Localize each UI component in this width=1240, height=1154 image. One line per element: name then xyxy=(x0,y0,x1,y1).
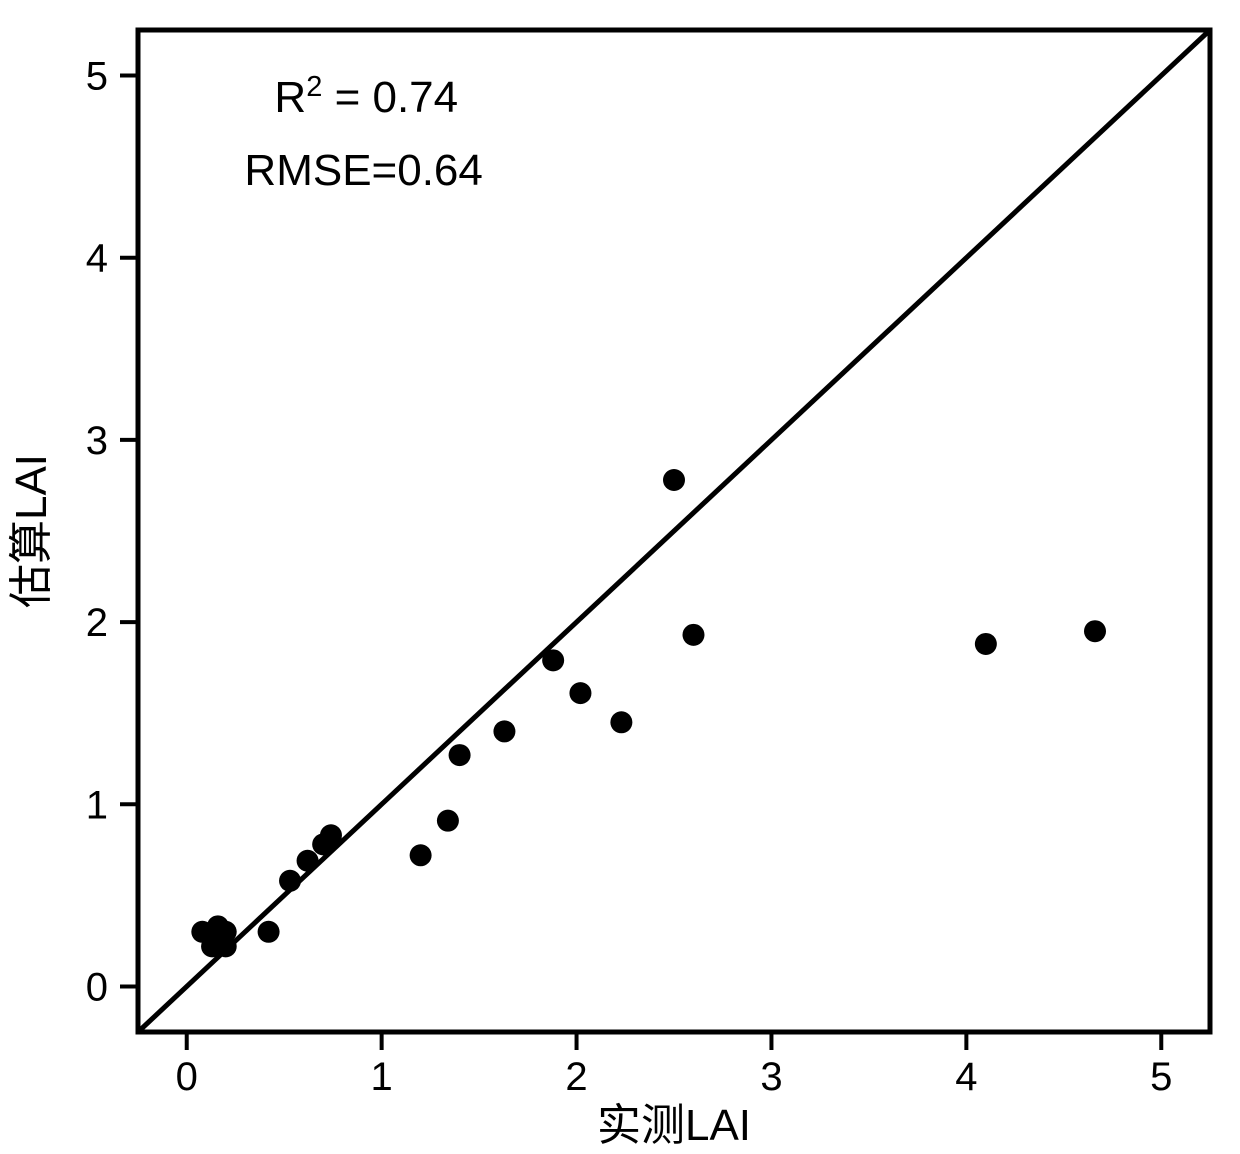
x-axis-label: 实测LAI xyxy=(597,1101,751,1150)
y-tick-label: 5 xyxy=(86,55,108,99)
x-tick-label: 1 xyxy=(371,1055,393,1099)
data-point xyxy=(493,720,515,742)
data-point xyxy=(279,870,301,892)
data-point xyxy=(320,824,342,846)
stat-rmse: RMSE=0.64 xyxy=(244,146,482,195)
y-tick-label: 1 xyxy=(86,783,108,827)
data-point xyxy=(215,935,237,957)
x-tick-label: 2 xyxy=(565,1055,587,1099)
scatter-chart: 0 1 2 3 4 5 0 1 2 3 4 5 实测LAI 估算LAI R2 = 0.74 RMSE=0.64 xyxy=(0,0,1240,1154)
y-tick-label: 4 xyxy=(86,237,108,281)
stat-r2: R2 = 0.74 xyxy=(274,71,458,122)
y-tick-label: 2 xyxy=(86,601,108,645)
data-point xyxy=(975,633,997,655)
chart-svg: 0 1 2 3 4 5 0 1 2 3 4 5 实测LAI 估算LAI R2 = 0.74 RMSE=0.64 xyxy=(0,0,1240,1154)
data-point xyxy=(569,682,591,704)
data-point xyxy=(297,850,319,872)
x-tick-label: 4 xyxy=(955,1055,977,1099)
data-point xyxy=(682,624,704,646)
data-point xyxy=(437,810,459,832)
data-point xyxy=(542,649,564,671)
y-tick-label: 0 xyxy=(86,965,108,1009)
data-point xyxy=(410,844,432,866)
data-point xyxy=(258,921,280,943)
y-axis-label: 估算LAI xyxy=(7,454,56,608)
data-point xyxy=(449,744,471,766)
data-point xyxy=(610,711,632,733)
y-tick-label: 3 xyxy=(86,419,108,463)
data-point xyxy=(663,469,685,491)
x-tick-label: 5 xyxy=(1150,1055,1172,1099)
x-tick-label: 0 xyxy=(176,1055,198,1099)
x-tick-label: 3 xyxy=(760,1055,782,1099)
data-point xyxy=(1084,620,1106,642)
